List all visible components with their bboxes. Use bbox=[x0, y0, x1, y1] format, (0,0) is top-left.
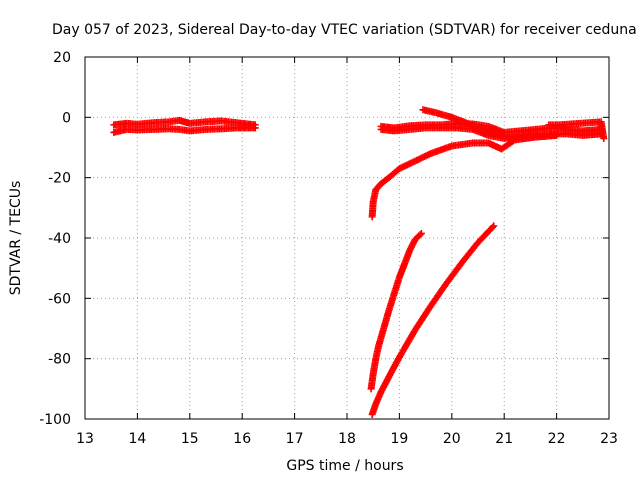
chart-title: Day 057 of 2023, Sidereal Day-to-day VTE… bbox=[52, 22, 637, 38]
y-tick-label: -40 bbox=[48, 231, 71, 247]
y-tick-label: 0 bbox=[62, 110, 71, 126]
grid-lines bbox=[85, 57, 609, 419]
x-tick-label: 18 bbox=[338, 431, 356, 447]
x-tick-label: 17 bbox=[286, 431, 304, 447]
y-tick-label: -20 bbox=[48, 171, 71, 187]
data-point bbox=[490, 222, 498, 230]
data-point bbox=[509, 137, 517, 145]
x-tick-label: 13 bbox=[76, 431, 94, 447]
x-tick-label: 16 bbox=[233, 431, 251, 447]
data-point bbox=[251, 124, 259, 132]
x-tick-label: 20 bbox=[443, 431, 461, 447]
data-point bbox=[489, 223, 497, 231]
y-axis-label: SDTVAR / TECUs bbox=[8, 181, 24, 296]
data-point bbox=[553, 131, 561, 139]
series-track-e bbox=[368, 222, 498, 418]
x-tick-labels: 13 14 15 16 17 18 19 20 21 22 23 bbox=[76, 431, 618, 447]
y-tick-labels: -100 -80 -60 -40 -20 0 20 bbox=[39, 50, 71, 428]
series-track-d bbox=[367, 229, 425, 393]
series-track-a-lower bbox=[110, 124, 259, 136]
data-points bbox=[110, 106, 608, 418]
y-tick-label: -100 bbox=[39, 412, 71, 428]
data-point bbox=[416, 231, 424, 239]
x-tick-label: 21 bbox=[495, 431, 513, 447]
axis-ticks bbox=[84, 56, 610, 420]
x-tick-label: 15 bbox=[181, 431, 199, 447]
data-point bbox=[600, 134, 608, 142]
x-tick-label: 19 bbox=[390, 431, 408, 447]
x-tick-label: 14 bbox=[128, 431, 146, 447]
data-point bbox=[417, 229, 425, 237]
y-tick-label: -80 bbox=[48, 352, 71, 368]
series-track-b-spikes bbox=[545, 118, 608, 142]
y-tick-label: 20 bbox=[53, 50, 71, 66]
x-axis-label: GPS time / hours bbox=[286, 458, 403, 474]
y-tick-label: -60 bbox=[48, 291, 71, 307]
series-track-a-upper bbox=[110, 116, 259, 129]
series-track-c bbox=[368, 131, 561, 221]
x-tick-label: 23 bbox=[600, 431, 618, 447]
x-tick-label: 22 bbox=[548, 431, 566, 447]
